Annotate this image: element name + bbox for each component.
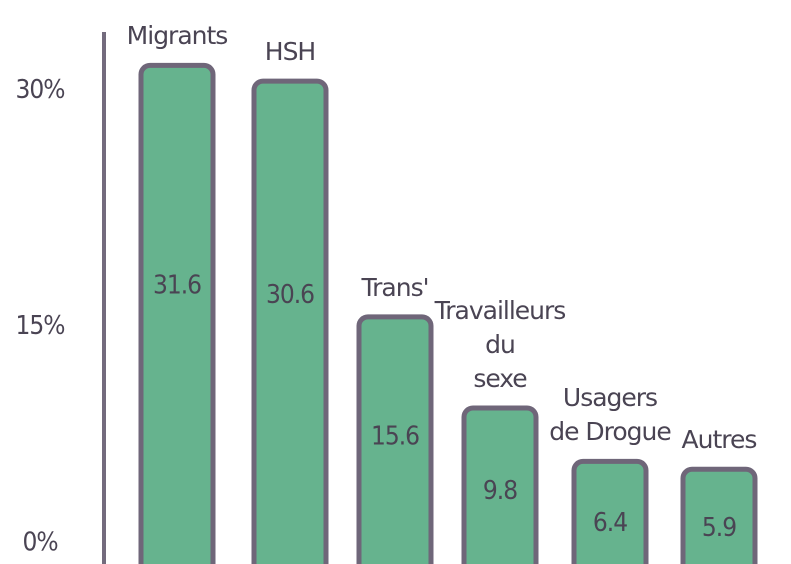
- value-label: 9.8: [483, 476, 517, 506]
- category-label: Migrants: [126, 21, 229, 51]
- category-label: Autres: [681, 425, 758, 455]
- bar: [680, 466, 758, 564]
- value-label: 30.6: [266, 280, 314, 310]
- bar: [138, 62, 216, 564]
- category-label: Trans': [361, 272, 430, 302]
- bar: [356, 314, 434, 564]
- y-tick-label: 15%: [16, 311, 65, 341]
- y-tick-label: 0%: [22, 528, 57, 558]
- bar: [571, 458, 649, 564]
- value-label: 31.6: [153, 271, 201, 301]
- value-label: 15.6: [371, 421, 419, 451]
- bar: [461, 405, 539, 564]
- bar: [251, 78, 329, 564]
- category-label: Usagers de Drogue: [549, 383, 672, 447]
- value-label: 6.4: [593, 508, 627, 538]
- category-label: Travailleurs du sexe: [434, 296, 567, 393]
- value-label: 5.9: [702, 513, 736, 543]
- category-label: HSH: [264, 37, 316, 67]
- y-tick-label: 30%: [16, 75, 65, 105]
